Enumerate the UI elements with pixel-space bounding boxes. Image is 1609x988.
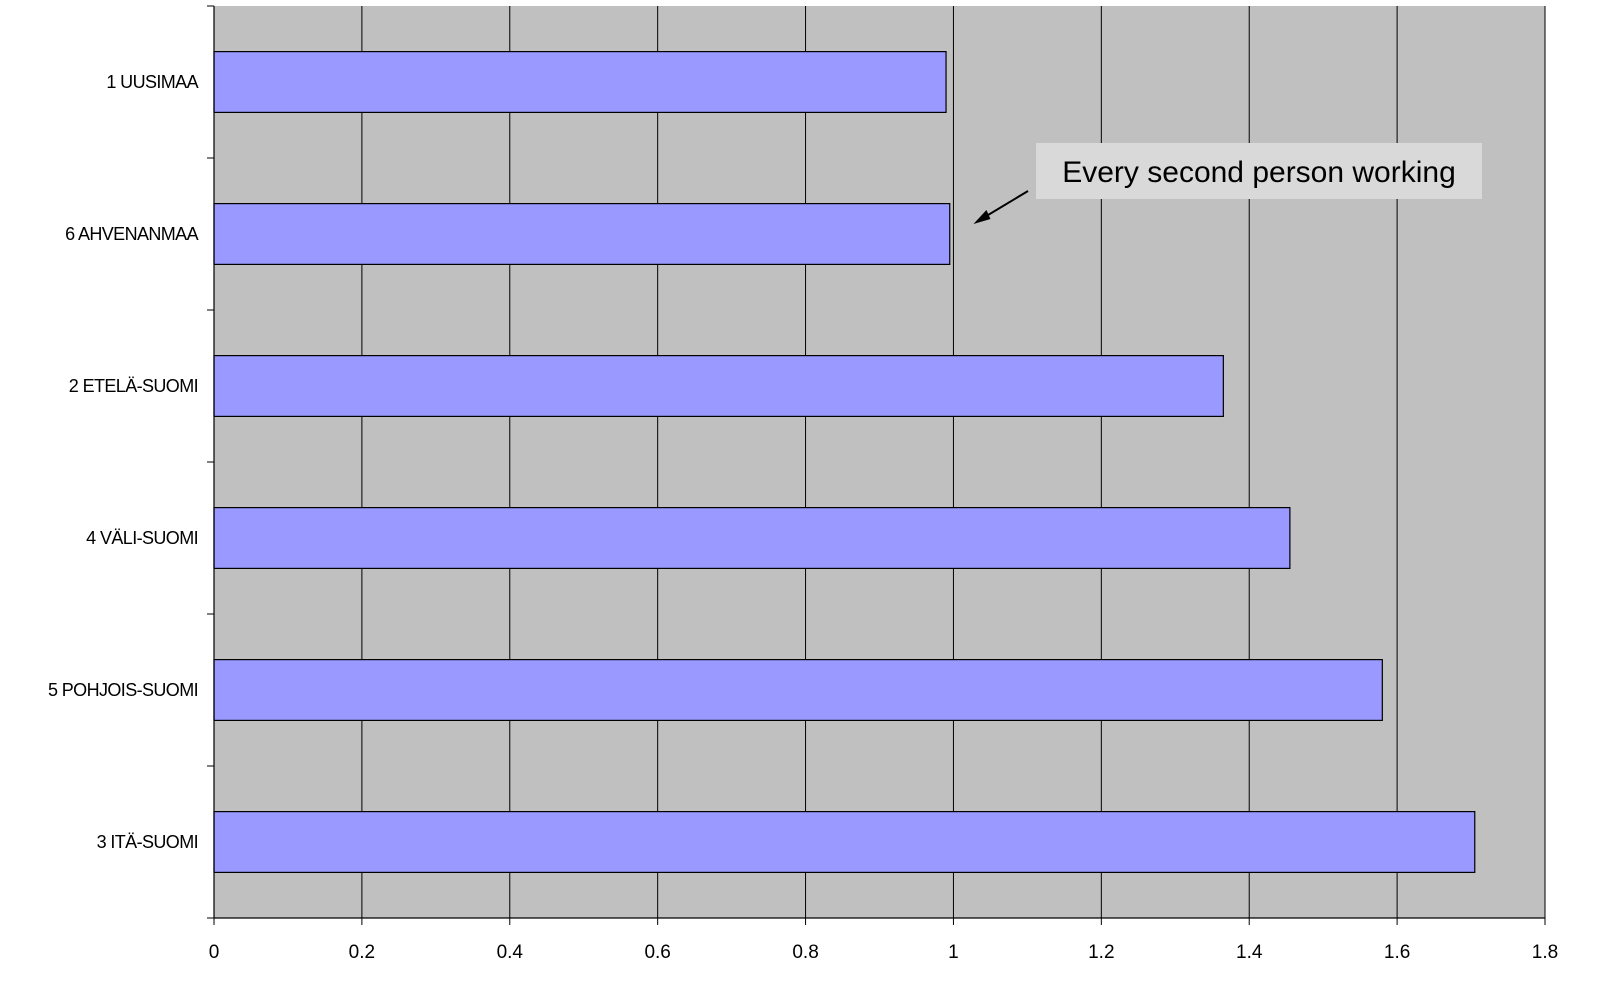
x-tick-label: 1.8 <box>1532 942 1558 963</box>
axes <box>207 5 1546 925</box>
x-tick-label: 1.4 <box>1236 942 1263 963</box>
x-tick-label: 0.6 <box>644 942 670 963</box>
annotation-text: Every second person working <box>1062 156 1456 189</box>
x-tick-label: 0.2 <box>349 942 375 963</box>
bar <box>213 810 1476 873</box>
category-label: 6 AHVENANMAA <box>65 224 198 244</box>
category-labels: 1 UUSIMAA 6 AHVENANMAA 2 ETELÄ-SUOMI 4 VÄLI… <box>48 72 199 852</box>
x-tick-labels: 0 0.2 0.4 0.6 0.8 1 1.2 1.4 1.6 1.8 <box>209 942 1559 963</box>
x-tick-label: 1 <box>948 942 959 963</box>
category-label: 3 ITÄ-SUOMI <box>97 832 198 852</box>
plot-area <box>214 6 1545 918</box>
category-label: 5 POHJOIS-SUOMI <box>48 680 198 700</box>
x-tick-label: 0 <box>209 942 220 963</box>
category-label: 2 ETELÄ-SUOMI <box>69 376 198 396</box>
x-tick-label: 1.2 <box>1088 942 1114 963</box>
annotation-arrowhead <box>973 210 991 224</box>
bar <box>213 203 951 266</box>
x-tick-label: 0.8 <box>792 942 818 963</box>
x-tick-label: 1.6 <box>1384 942 1410 963</box>
category-label: 4 VÄLI-SUOMI <box>86 528 198 548</box>
annotation-arrow <box>980 190 1029 220</box>
bar <box>213 355 1224 418</box>
bar <box>213 658 1383 721</box>
category-label: 1 UUSIMAA <box>106 72 198 92</box>
x-tick-label: 0.4 <box>497 942 524 963</box>
bar <box>213 50 947 113</box>
bars <box>213 50 1476 873</box>
bar <box>213 507 1291 570</box>
annotation-box <box>1036 143 1482 199</box>
annotation: Every second person working <box>973 143 1482 224</box>
